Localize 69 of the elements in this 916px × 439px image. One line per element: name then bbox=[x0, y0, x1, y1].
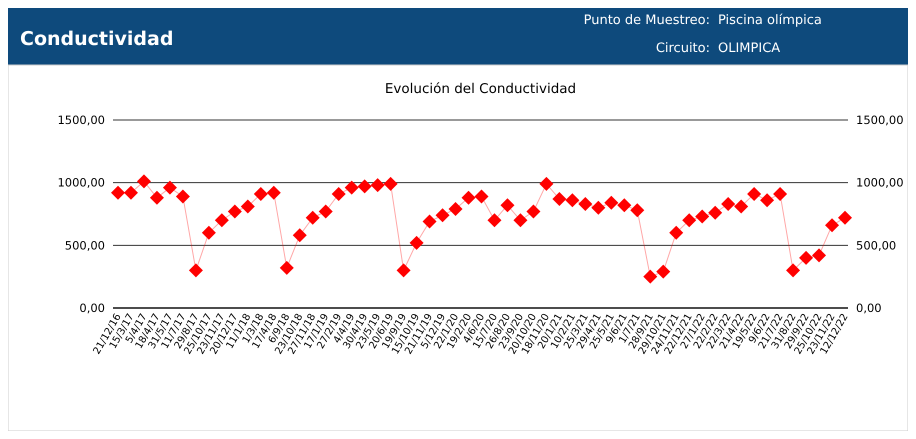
y2-tick-label: 500,00 bbox=[856, 238, 896, 252]
point bbox=[734, 199, 748, 214]
point bbox=[344, 180, 359, 195]
y2-tick-label: 1000,00 bbox=[856, 176, 904, 190]
point bbox=[306, 210, 320, 225]
point bbox=[448, 202, 463, 216]
y-tick-label: 1500,00 bbox=[57, 113, 105, 127]
point bbox=[150, 190, 164, 205]
point bbox=[487, 213, 502, 228]
point bbox=[812, 248, 826, 262]
point bbox=[280, 260, 294, 275]
point bbox=[760, 193, 774, 208]
y2-tick-label: 0,00 bbox=[856, 301, 882, 315]
y-tick-label: 500,00 bbox=[64, 238, 105, 252]
point bbox=[370, 178, 385, 192]
point bbox=[254, 186, 268, 201]
point bbox=[578, 196, 592, 211]
point bbox=[202, 226, 216, 240]
point bbox=[591, 200, 606, 215]
point bbox=[162, 180, 177, 195]
point bbox=[436, 208, 450, 222]
point bbox=[410, 236, 424, 250]
point bbox=[500, 198, 514, 212]
point bbox=[630, 203, 644, 218]
point bbox=[721, 196, 736, 211]
point bbox=[396, 263, 411, 278]
point bbox=[656, 264, 670, 279]
chart-title: Conductividad bbox=[20, 28, 174, 50]
point bbox=[136, 174, 151, 188]
point bbox=[825, 218, 840, 232]
point bbox=[266, 186, 281, 200]
chart-subtitle: Evolución del Conductividad bbox=[384, 81, 576, 97]
point bbox=[552, 192, 566, 206]
point bbox=[773, 186, 788, 201]
point bbox=[669, 226, 684, 240]
point bbox=[384, 176, 398, 191]
point bbox=[539, 176, 554, 191]
point bbox=[111, 186, 125, 200]
point bbox=[358, 179, 372, 194]
y2-tick-label: 1500,00 bbox=[856, 113, 904, 127]
point bbox=[176, 189, 190, 204]
y-tick-label: 0,00 bbox=[79, 301, 105, 315]
point bbox=[643, 270, 658, 284]
text: Punto de Muestreo: Piscina olímpica bbox=[584, 13, 822, 28]
point bbox=[786, 263, 800, 278]
point bbox=[240, 199, 255, 214]
point bbox=[292, 228, 307, 242]
point bbox=[799, 250, 814, 265]
point bbox=[228, 204, 242, 218]
point bbox=[565, 193, 580, 208]
point bbox=[513, 213, 528, 228]
point bbox=[188, 263, 203, 278]
point bbox=[214, 213, 229, 228]
point bbox=[332, 186, 346, 201]
point bbox=[708, 206, 722, 220]
point bbox=[474, 189, 488, 204]
point bbox=[838, 210, 852, 225]
point bbox=[604, 196, 618, 210]
point bbox=[526, 204, 540, 218]
y-tick-label: 1000,00 bbox=[57, 176, 105, 190]
point bbox=[422, 214, 437, 229]
point bbox=[462, 190, 476, 205]
point bbox=[318, 204, 333, 218]
text: Circuito: OLIMPICA bbox=[656, 41, 780, 56]
point bbox=[124, 186, 138, 200]
point bbox=[617, 198, 632, 212]
point bbox=[695, 210, 710, 224]
point bbox=[682, 213, 696, 228]
point bbox=[747, 186, 762, 201]
